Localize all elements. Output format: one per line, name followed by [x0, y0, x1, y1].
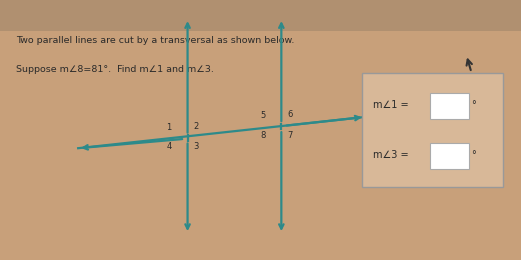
Bar	[362, 73, 503, 187]
Text: 2: 2	[193, 122, 199, 131]
Text: 6: 6	[287, 110, 293, 119]
Text: 1: 1	[166, 122, 171, 132]
Text: 5: 5	[260, 111, 265, 120]
Bar	[0, 0, 521, 31]
Text: 7: 7	[287, 131, 293, 140]
Text: 8: 8	[260, 131, 265, 140]
Text: 4: 4	[166, 142, 171, 151]
Bar	[430, 93, 469, 119]
Text: m∠1 =: m∠1 =	[373, 100, 411, 110]
Text: °: °	[472, 100, 476, 110]
Text: m∠3 =: m∠3 =	[373, 150, 411, 160]
Bar	[430, 144, 469, 170]
Text: Two parallel lines are cut by a transversal as shown below.: Two parallel lines are cut by a transver…	[16, 36, 294, 46]
Text: °: °	[472, 150, 476, 160]
Text: 3: 3	[193, 142, 199, 151]
Text: Suppose m∠8=81°.  Find m∠1 and m∠3.: Suppose m∠8=81°. Find m∠1 and m∠3.	[16, 65, 214, 74]
